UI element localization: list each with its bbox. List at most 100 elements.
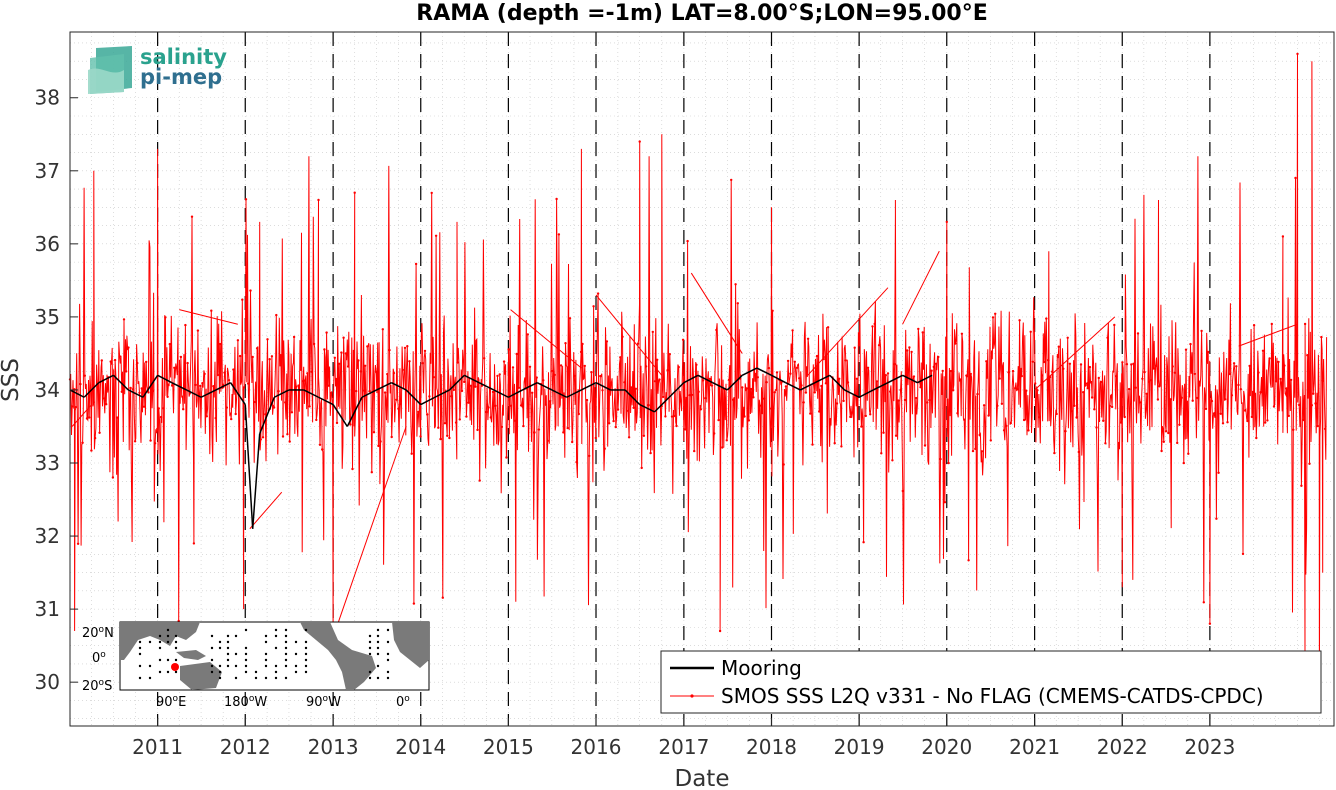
series-point-smos — [599, 374, 602, 378]
series-point-smos — [1261, 349, 1265, 352]
series-point-smos — [370, 471, 373, 474]
series-point-smos — [824, 382, 828, 385]
series-point-smos — [809, 412, 812, 415]
series-point-smos — [765, 381, 768, 384]
inset-mooring-dot — [158, 646, 162, 650]
series-point-smos — [533, 431, 536, 434]
series-point-smos — [976, 392, 979, 396]
series-line-smos-link — [1238, 323, 1298, 347]
series-point-smos — [601, 389, 604, 392]
series-point-smos — [614, 425, 617, 429]
series-line-mooring — [434, 389, 450, 398]
series-point-smos — [551, 369, 554, 373]
series-point-smos — [1005, 424, 1008, 428]
series-point-smos — [1300, 484, 1303, 487]
series-point-smos — [412, 602, 416, 605]
series-point-smos — [1062, 367, 1065, 370]
series-point-smos — [403, 346, 407, 350]
series-point-smos — [564, 342, 567, 345]
inset-mooring-dot — [264, 652, 268, 656]
series-point-smos — [1182, 461, 1186, 465]
series-point-smos — [417, 410, 420, 414]
series-point-smos — [434, 234, 438, 237]
series-point-smos — [717, 418, 720, 422]
inset-mooring-dot — [234, 676, 238, 680]
inset-mooring-dot — [284, 676, 288, 680]
series-point-smos — [542, 379, 545, 382]
series-point-smos — [306, 372, 309, 375]
series-point-smos — [1244, 409, 1247, 412]
legend: Mooring SMOS SSS L2Q v331 - No FLAG (CME… — [660, 650, 1322, 714]
series-mooring — [69, 367, 933, 529]
series-point-smos — [798, 377, 801, 380]
series-point-smos — [168, 342, 171, 346]
series-point-smos — [1198, 380, 1201, 383]
series-point-smos — [653, 380, 657, 383]
series-point-smos — [100, 359, 104, 362]
series-point-smos — [636, 342, 640, 345]
inset-mooring-dot — [304, 664, 308, 668]
series-point-smos — [1303, 322, 1307, 326]
inset-mooring-dot — [368, 640, 372, 644]
series-line-mooring — [872, 381, 889, 391]
series-point-smos — [1119, 421, 1123, 424]
series-line-mooring — [683, 374, 699, 384]
logo-text-pi-mep: pi-mep — [140, 65, 222, 89]
series-point-smos — [1219, 412, 1223, 415]
series-point-smos — [871, 325, 874, 328]
series-point-smos — [651, 330, 654, 334]
series-point-smos — [1285, 387, 1288, 390]
series-point-smos — [498, 373, 501, 376]
series-point-smos — [88, 416, 91, 419]
series-point-smos — [421, 362, 424, 365]
inset-mooring-dot — [226, 634, 230, 638]
inset-mooring-dot — [284, 658, 288, 662]
series-line-mooring — [814, 374, 831, 384]
series-point-smos — [1296, 52, 1299, 56]
series-point-smos — [951, 389, 955, 392]
inset-mooring-dot — [226, 640, 230, 644]
series-point-smos — [205, 415, 208, 418]
series-point-smos — [297, 384, 300, 387]
series-line-mooring — [251, 433, 261, 529]
series-point-smos — [90, 449, 93, 452]
series-point-smos — [889, 390, 892, 393]
inset-mooring-dot — [376, 664, 380, 668]
series-point-smos — [386, 372, 389, 376]
series-point-smos — [379, 440, 382, 443]
inset-map: 20oN 0o 20oS 90oE 180oW 90oW 0o — [82, 621, 430, 710]
series-point-smos — [266, 338, 269, 341]
inset-mooring-dot — [166, 658, 170, 662]
inset-mooring-dot — [284, 640, 288, 644]
series-point-smos — [151, 389, 154, 393]
series-point-smos — [638, 140, 641, 143]
series-line-mooring — [771, 374, 787, 384]
series-line-mooring — [420, 396, 436, 406]
series-point-smos — [985, 360, 988, 363]
series-point-smos — [745, 387, 748, 390]
series-point-smos — [1169, 398, 1172, 401]
series-point-smos — [699, 408, 703, 411]
series-point-smos — [1104, 442, 1107, 445]
y-tick-label: 30 — [35, 670, 60, 694]
series-point-smos — [1193, 372, 1197, 376]
inset-mooring-dot — [148, 640, 152, 644]
series-line-mooring — [536, 381, 553, 391]
series-point-smos — [109, 360, 112, 363]
series-point-smos — [963, 418, 966, 421]
y-axis-label: SSS — [0, 358, 24, 402]
series-point-smos — [149, 439, 152, 442]
series-point-smos — [842, 399, 845, 403]
series-point-smos — [325, 331, 328, 334]
series-point-smos — [893, 363, 896, 366]
series-point-smos — [357, 359, 360, 362]
series-point-smos — [1212, 412, 1216, 415]
series-line-mooring — [229, 382, 246, 405]
series-point-smos — [241, 298, 244, 301]
series-point-smos — [489, 416, 492, 419]
series-point-smos — [616, 408, 620, 411]
inset-mooring-dot — [304, 628, 308, 632]
series-point-smos — [133, 440, 137, 443]
series-point-smos — [281, 435, 285, 438]
inset-mooring-dot — [368, 676, 372, 680]
